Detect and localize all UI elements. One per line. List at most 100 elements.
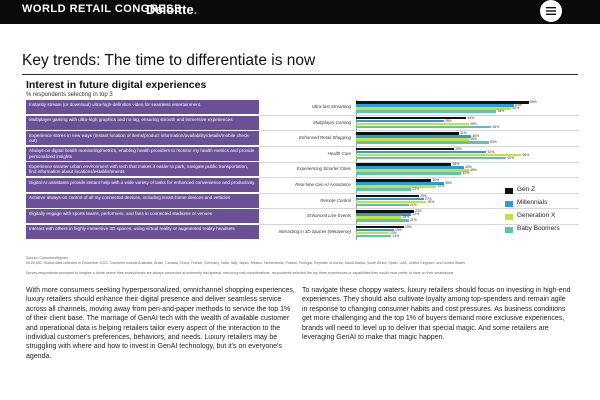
bar-value-label: 53% <box>490 140 497 145</box>
chart-row: Experience stores in new ways (instant l… <box>26 131 578 146</box>
bar <box>356 156 506 160</box>
category-label: Interacting in 3D Spaces (Metaverse) <box>278 228 351 234</box>
category-description: Digital AI assistants provide instant he… <box>26 178 259 192</box>
row-separator <box>259 192 579 194</box>
bar <box>356 153 521 157</box>
bar-value-label: 41% <box>460 131 467 136</box>
bar <box>356 213 411 216</box>
bar-chart: Instantly stream (or download) ultra-hig… <box>26 100 579 250</box>
bar <box>356 185 436 188</box>
bar <box>356 119 444 123</box>
category-label: Enhanced Retail Shopping <box>299 135 351 141</box>
bar-value-label: 38% <box>452 162 460 167</box>
bar-group: 38% 43% 45% 42% <box>356 163 566 175</box>
category-description: Interact with others in highly immersive… <box>26 224 259 239</box>
bar-value-label: 54% <box>492 124 500 129</box>
bar-value-label: 60% <box>507 155 515 160</box>
chart-row: Experience smarter urban environment wit… <box>26 162 578 177</box>
bar <box>356 200 426 204</box>
legend-swatch <box>505 201 513 207</box>
legend-item: Generation X <box>505 212 585 225</box>
category-label: Ultra-fast Streaming <box>311 104 351 109</box>
bar-group: 19% 15% 13% 14% <box>356 225 566 238</box>
bar-group: 39% 52% 66% 60% <box>356 146 566 160</box>
bar <box>356 231 389 235</box>
bar-value-label: 46% <box>472 134 480 139</box>
menu-button[interactable] <box>540 0 562 22</box>
bar <box>356 116 466 120</box>
bar-value-label: 32% <box>437 184 445 188</box>
bar <box>356 169 469 172</box>
brand-deloitte-dot: . <box>193 2 198 17</box>
bar-value-label: 42% <box>462 171 470 176</box>
bar-value-label: 44% <box>467 115 475 120</box>
bar <box>356 219 409 222</box>
bar-value-label: 39% <box>455 146 462 151</box>
category-label: Health Care <box>327 150 351 156</box>
bar <box>356 179 431 182</box>
bar <box>356 225 404 229</box>
bar-group: 44% 35% 45% 54% <box>356 115 566 129</box>
bar <box>356 150 486 154</box>
bar <box>356 163 451 166</box>
bar <box>356 166 464 169</box>
category-description: Experience stores in new ways (instant l… <box>26 131 259 146</box>
legend-label: Baby Boomers <box>517 225 560 232</box>
chart-row: Digital AI assistants provide instant he… <box>26 178 578 192</box>
bar-value-label: 63% <box>515 103 522 107</box>
title-divider <box>22 74 578 75</box>
body-paragraph-right: To navigate these choppy waters, luxury … <box>302 287 571 342</box>
bar <box>356 101 529 104</box>
bar-value-label: 62% <box>512 106 520 110</box>
bar-value-label: 25% <box>420 193 427 198</box>
bar-value-label: 21% <box>410 218 417 223</box>
chart-subtitle: % respondents selecting in top 3 <box>26 92 113 98</box>
legend-swatch <box>505 188 513 194</box>
bar <box>356 203 409 207</box>
chart-title: Interest in future digital experiences <box>26 79 207 91</box>
legend-item: Gen Z <box>505 186 585 199</box>
bar-group: 41% 46% 45% 53% <box>356 131 566 145</box>
bar <box>356 194 419 198</box>
legend-label: Generation X <box>517 212 556 219</box>
chart-row: Interact with others in highly immersive… <box>26 224 578 239</box>
survey-note: Survey respondents prompted to imagine a… <box>26 271 454 275</box>
bar-value-label: 14% <box>392 233 400 238</box>
category-description: Digitally engage with sports teams, perf… <box>26 209 259 224</box>
category-label: Enhanced Live Events <box>307 213 351 219</box>
category-description: Achieve always-on control of all my conn… <box>26 193 259 208</box>
bar-value-label: 35% <box>445 118 452 123</box>
category-description: Instantly stream (or download) ultra-hig… <box>26 100 259 114</box>
bar <box>356 110 496 113</box>
bar <box>356 234 391 238</box>
bar-value-label: 23% <box>415 209 422 214</box>
chart-source: Source: ConsumerSignals N=20,000. Global… <box>26 256 578 265</box>
category-label: Experiencing Smarter Cities <box>296 166 351 172</box>
chart-row: Instantly stream (or download) ultra-hig… <box>26 100 578 114</box>
bar <box>356 172 461 175</box>
bar-value-label: 52% <box>487 149 495 154</box>
chart-row: Achieve always-on control of all my conn… <box>26 193 578 208</box>
category-description: Always-on digital health monitoring/metr… <box>26 146 259 161</box>
legend-item: Baby Boomers <box>505 225 585 238</box>
legend-label: Millennials <box>517 199 548 206</box>
category-label: Multiplayer Gaming <box>313 119 351 125</box>
category-description: Experience smarter urban environment wit… <box>26 162 259 177</box>
bar-value-label: 35% <box>445 181 452 185</box>
bar-value-label: 21% <box>410 202 417 207</box>
bar-value-label: 45% <box>470 137 477 142</box>
bar-value-label: 45% <box>470 168 477 173</box>
category-description: Multiplayer gaming with ultra-high graph… <box>26 115 259 130</box>
category-label: Real-time Gen AI Assistance <box>295 182 351 187</box>
chart-row: Multiplayer gaming with ultra-high graph… <box>26 115 578 130</box>
bar <box>356 188 411 191</box>
bar-value-label: 69% <box>530 100 537 104</box>
bar <box>356 141 489 144</box>
bar-group: 69% 63% 62% 56% <box>356 100 566 113</box>
legend-label: Gen Z <box>517 186 536 193</box>
bar <box>356 104 514 107</box>
brand-logo-deloitte: Deloitte. <box>146 2 197 17</box>
row-separator <box>259 177 579 178</box>
bar <box>356 210 414 213</box>
bar-group: 23% 22% 18% 21% <box>356 209 566 223</box>
